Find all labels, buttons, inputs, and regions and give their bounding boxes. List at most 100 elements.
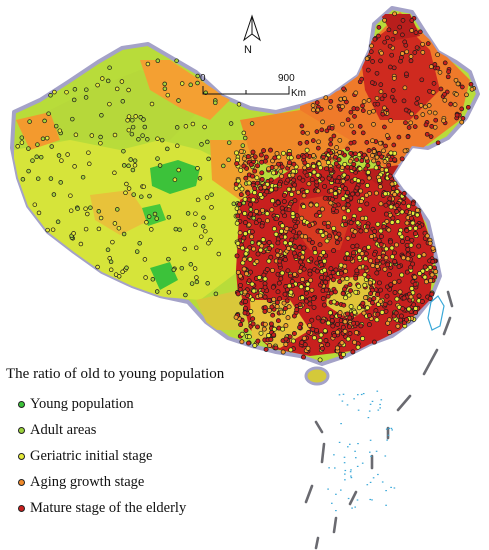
station-point: [376, 238, 382, 244]
sea-island: [350, 477, 353, 479]
station-point: [357, 265, 363, 271]
station-point: [309, 317, 315, 323]
station-point: [357, 206, 363, 212]
sea-island: [377, 409, 380, 411]
station-point: [392, 279, 398, 285]
station-point: [291, 186, 297, 192]
station-point: [205, 139, 210, 145]
station-point: [264, 211, 270, 217]
station-point: [378, 298, 384, 304]
legend-dot-growth: [18, 478, 25, 486]
station-point: [403, 107, 409, 113]
station-point: [242, 135, 248, 141]
station-point: [333, 185, 339, 191]
station-point: [235, 213, 241, 219]
station-point: [301, 266, 307, 272]
sea-island: [386, 439, 388, 441]
station-point: [179, 265, 185, 271]
sea-island: [369, 498, 371, 501]
station-point: [128, 157, 133, 162]
station-point: [300, 277, 305, 282]
station-point: [19, 135, 25, 140]
station-point: [193, 211, 198, 216]
station-point: [319, 106, 324, 112]
station-point: [282, 291, 288, 297]
station-point: [412, 124, 418, 129]
station-point: [270, 284, 276, 290]
sea-island: [357, 394, 359, 396]
station-point: [351, 250, 357, 256]
station-point: [307, 271, 313, 277]
station-point: [324, 128, 330, 134]
station-point: [108, 267, 114, 273]
sea-island: [331, 502, 333, 504]
station-point: [281, 192, 287, 198]
station-point: [204, 195, 210, 200]
station-point: [209, 192, 214, 197]
station-point: [311, 153, 316, 159]
station-point: [154, 289, 160, 294]
station-point: [398, 58, 403, 64]
station-point: [392, 192, 398, 197]
station-point: [389, 245, 395, 251]
station-point: [242, 231, 248, 237]
station-point: [27, 119, 32, 124]
station-point: [119, 79, 125, 84]
station-point: [105, 247, 111, 253]
station-point: [385, 320, 391, 326]
station-point: [241, 130, 247, 136]
station-point: [297, 175, 303, 181]
station-point: [271, 170, 276, 176]
station-point: [183, 292, 188, 298]
sea-island: [343, 456, 346, 458]
station-point: [392, 30, 398, 35]
station-point: [315, 315, 321, 321]
station-point: [339, 340, 345, 346]
station-point: [412, 50, 418, 55]
station-point: [318, 332, 324, 338]
station-point: [360, 130, 366, 136]
station-point: [340, 104, 345, 109]
station-point: [305, 345, 311, 351]
station-point: [26, 168, 31, 174]
station-point: [325, 276, 331, 282]
station-point: [358, 188, 364, 194]
station-point: [236, 201, 242, 207]
station-point: [116, 225, 122, 231]
station-point: [126, 127, 132, 133]
station-point: [323, 95, 329, 101]
station-point: [30, 158, 35, 163]
station-point: [414, 212, 420, 218]
station-point: [96, 209, 102, 214]
station-point: [400, 239, 405, 244]
station-point: [286, 245, 292, 251]
station-point: [378, 287, 383, 293]
station-point: [174, 58, 179, 63]
station-point: [107, 101, 112, 107]
station-point: [353, 289, 359, 295]
station-point: [300, 130, 306, 135]
station-point: [279, 223, 285, 229]
station-point: [418, 103, 424, 108]
station-point: [250, 173, 255, 179]
station-point: [250, 197, 256, 203]
station-point: [108, 259, 114, 265]
station-point: [370, 263, 376, 268]
station-point: [235, 240, 241, 246]
sea-island: [343, 462, 346, 464]
station-point: [301, 193, 307, 199]
station-point: [126, 87, 131, 93]
station-point: [262, 276, 268, 282]
station-point: [278, 276, 284, 282]
station-point: [238, 282, 243, 288]
station-point: [321, 154, 326, 160]
station-point: [87, 161, 92, 167]
station-point: [417, 224, 423, 230]
station-point: [384, 133, 390, 138]
station-point: [250, 321, 256, 327]
station-point: [56, 153, 62, 158]
station-point: [379, 154, 385, 160]
station-point: [410, 201, 416, 207]
station-point: [311, 335, 317, 341]
station-point: [243, 175, 249, 181]
